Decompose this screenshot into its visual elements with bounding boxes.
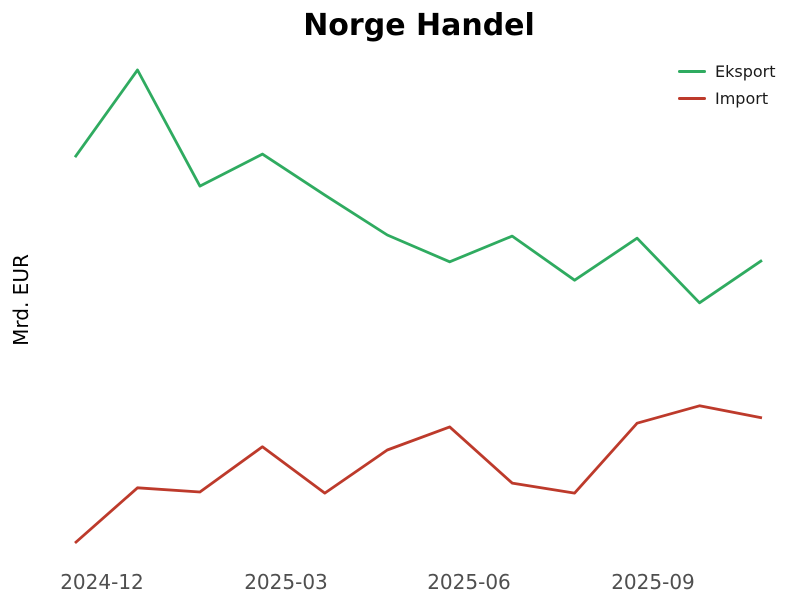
legend: Eksport Import [678,58,776,112]
import-line [74,404,763,545]
legend-label-eksport: Eksport [715,62,776,81]
import-line-swatch [678,96,706,101]
chart-title: Norge Handel [303,8,535,43]
x-tick-label-2025-03: 2025-03 [244,570,328,594]
x-tick-label-2024-12: 2024-12 [60,570,144,594]
eksport-line-swatch [678,69,706,74]
x-tick-label-2025-06: 2025-06 [427,570,511,594]
eksport-line [73,68,763,305]
legend-item-eksport: Eksport [678,58,776,85]
x-tick-label-2025-09: 2025-09 [611,570,695,594]
legend-label-import: Import [715,89,769,108]
legend-item-import: Import [678,85,776,112]
